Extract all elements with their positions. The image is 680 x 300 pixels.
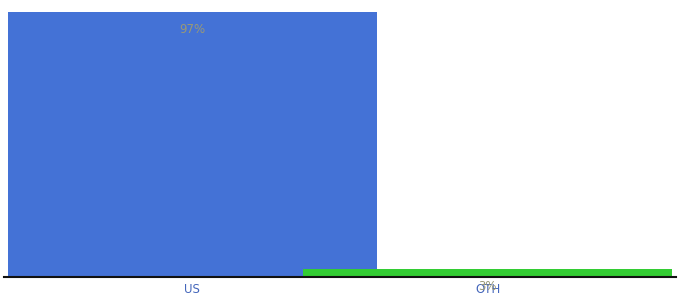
Bar bbox=[7, 12, 377, 277]
Bar bbox=[303, 269, 673, 277]
Text: 3%: 3% bbox=[479, 280, 497, 293]
Text: 97%: 97% bbox=[179, 23, 205, 36]
